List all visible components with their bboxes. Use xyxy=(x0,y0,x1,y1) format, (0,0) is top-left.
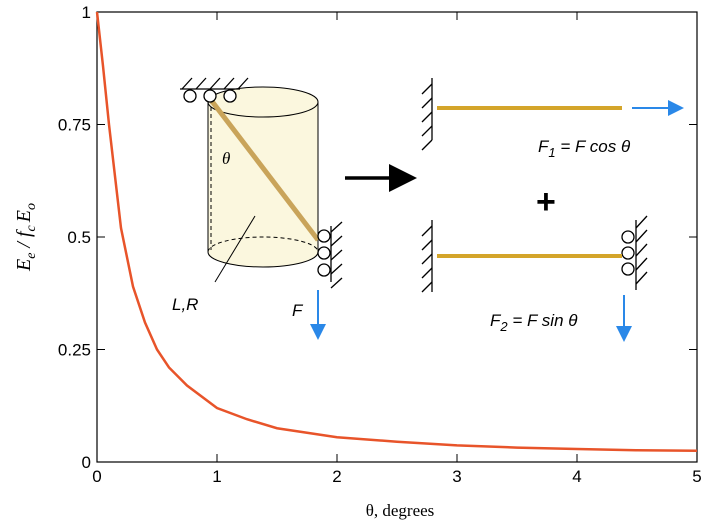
annotation-part: F xyxy=(490,311,502,330)
x-tick-label: 1 xyxy=(212,467,221,486)
x-tick-label: 0 xyxy=(92,467,101,486)
annotation-part: = F cos θ xyxy=(556,137,631,156)
y-label-part: E xyxy=(13,259,35,272)
y-label-part: c xyxy=(24,224,39,231)
annotation-part: = F sin θ xyxy=(508,311,579,330)
y-tick-label: 0.25 xyxy=(58,341,91,360)
inset-diagram xyxy=(180,77,684,342)
x-axis-label: θ, degrees xyxy=(366,501,435,520)
data-line xyxy=(95,11,698,452)
annotation-part: 2 xyxy=(499,319,508,334)
annotation: θ xyxy=(222,149,230,168)
y-tick-label: 0 xyxy=(82,453,91,472)
x-tick-label: 3 xyxy=(452,467,461,486)
annotation: F2 = F sin θ xyxy=(490,311,578,334)
annotation: + xyxy=(536,183,556,221)
y-label-part: / f xyxy=(13,229,35,253)
annotation: F xyxy=(292,301,304,320)
x-tick-label: 4 xyxy=(572,467,581,486)
y-tick-label: 0.75 xyxy=(58,116,91,135)
annotation-part: 1 xyxy=(548,145,555,160)
annotation: L,R xyxy=(172,295,198,314)
annotation-part: F xyxy=(538,137,550,156)
y-tick-label: 0.5 xyxy=(67,228,91,247)
x-tick-label: 2 xyxy=(332,467,341,486)
x-tick-label: 5 xyxy=(692,467,701,486)
y-tick-label: 1 xyxy=(82,3,91,22)
y-label-part: o xyxy=(24,203,39,210)
y-axis-label: Ee / fcEo xyxy=(13,203,39,272)
y-label-part: E xyxy=(13,210,35,223)
y-label-part: e xyxy=(24,253,39,259)
plot-frame xyxy=(96,11,698,463)
annotation: F1 = F cos θ xyxy=(538,137,631,160)
